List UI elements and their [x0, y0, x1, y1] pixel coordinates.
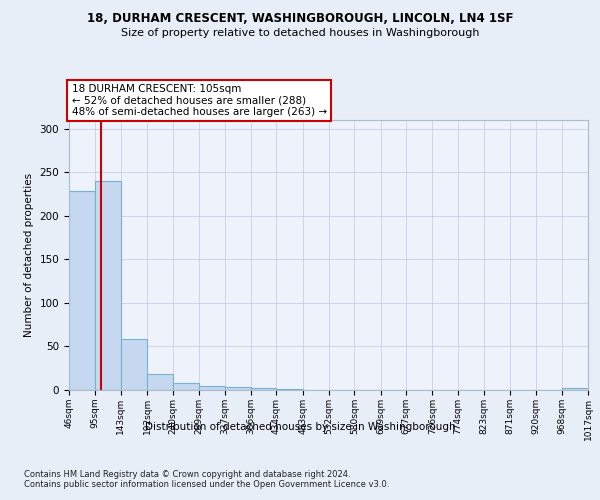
Text: Contains HM Land Registry data © Crown copyright and database right 2024.
Contai: Contains HM Land Registry data © Crown c… [24, 470, 389, 490]
Bar [173, 383, 199, 390]
Bar [224, 386, 251, 390]
Text: 18, DURHAM CRESCENT, WASHINGBOROUGH, LINCOLN, LN4 1SF: 18, DURHAM CRESCENT, WASHINGBOROUGH, LIN… [87, 12, 513, 26]
Bar [121, 340, 147, 390]
Bar [95, 181, 121, 390]
Text: Size of property relative to detached houses in Washingborough: Size of property relative to detached ho… [121, 28, 479, 38]
Bar [199, 386, 224, 390]
Bar [69, 192, 95, 390]
Text: Distribution of detached houses by size in Washingborough: Distribution of detached houses by size … [145, 422, 455, 432]
Bar [277, 389, 302, 390]
Text: 18 DURHAM CRESCENT: 105sqm
← 52% of detached houses are smaller (288)
48% of sem: 18 DURHAM CRESCENT: 105sqm ← 52% of deta… [71, 84, 327, 117]
Bar [251, 388, 277, 390]
Y-axis label: Number of detached properties: Number of detached properties [24, 173, 34, 337]
Bar [147, 374, 173, 390]
Bar [562, 388, 588, 390]
